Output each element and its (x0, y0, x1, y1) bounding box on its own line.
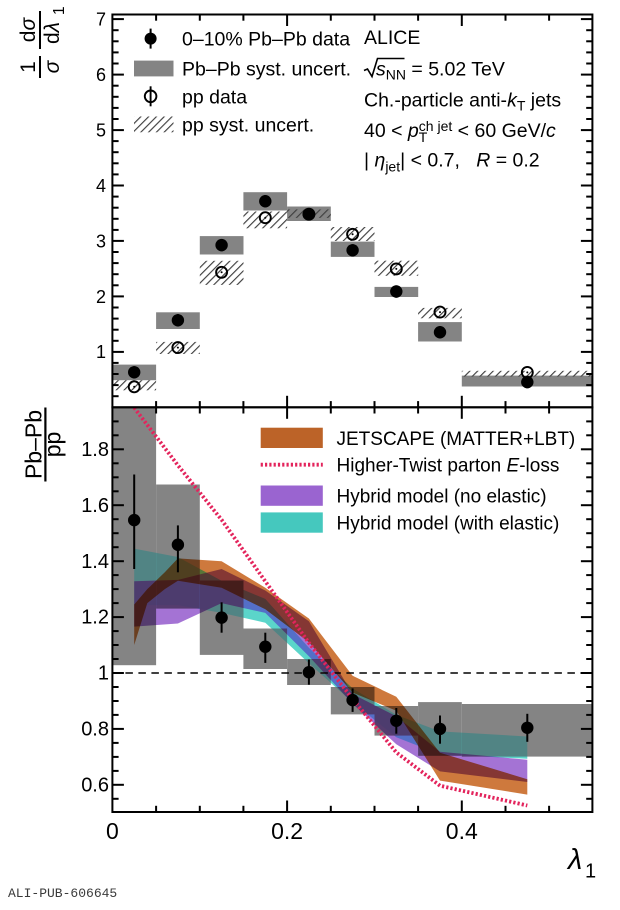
svg-text:0–10% Pb–Pb data: 0–10% Pb–Pb data (182, 29, 350, 51)
svg-text:5: 5 (96, 121, 106, 141)
svg-text:pp data: pp data (182, 86, 247, 108)
svg-text:Pb–Pb syst. uncert.: Pb–Pb syst. uncert. (182, 59, 351, 81)
svg-text:1.2: 1.2 (81, 607, 109, 629)
svg-text:σ: σ (41, 59, 64, 73)
svg-text:0.6: 0.6 (81, 774, 109, 796)
svg-text:3: 3 (96, 231, 106, 251)
svg-text:Ch.-particle anti-kT jets: Ch.-particle anti-kT jets (364, 90, 561, 114)
svg-text:4: 4 (96, 176, 106, 196)
svg-text:40 < pTch jet < 60 GeV/c: 40 < pTch jet < 60 GeV/c (364, 118, 556, 145)
svg-text:0.2: 0.2 (271, 818, 303, 844)
svg-text:Higher-Twist parton E-loss: Higher-Twist parton E-loss (337, 456, 560, 477)
svg-text:JETSCAPE (MATTER+LBT): JETSCAPE (MATTER+LBT) (337, 429, 576, 450)
svg-text:sNN = 5.02 TeV: sNN = 5.02 TeV (376, 59, 505, 83)
svg-text:Hybrid model (with elastic): Hybrid model (with elastic) (337, 514, 560, 535)
svg-text:1.8: 1.8 (81, 439, 109, 461)
svg-text:| ηjet| < 0.7, R = 0.2: | ηjet| < 0.7, R = 0.2 (364, 150, 540, 175)
svg-text:1.4: 1.4 (81, 551, 109, 573)
svg-text:Hybrid model (no elastic): Hybrid model (no elastic) (337, 487, 547, 508)
svg-text:0.4: 0.4 (446, 818, 478, 844)
svg-text:1: 1 (585, 861, 596, 883)
svg-text:2: 2 (96, 287, 106, 307)
svg-text:dσ: dσ (17, 16, 40, 42)
svg-text:ALICE: ALICE (364, 27, 420, 49)
svg-text:1.6: 1.6 (81, 495, 109, 517)
svg-text:7: 7 (96, 10, 106, 30)
svg-text:0.8: 0.8 (81, 719, 109, 741)
svg-text:0: 0 (106, 818, 119, 844)
svg-text:pp syst. uncert.: pp syst. uncert. (182, 114, 314, 136)
svg-text:ALI-PUB-606645: ALI-PUB-606645 (8, 886, 117, 901)
svg-text:Pb–Pb: Pb–Pb (20, 410, 46, 479)
svg-text:λ: λ (566, 844, 582, 876)
svg-text:pp: pp (39, 432, 65, 458)
svg-text:dλ: dλ (41, 22, 64, 44)
svg-text:1: 1 (17, 61, 40, 73)
svg-text:1: 1 (51, 6, 68, 15)
svg-text:1: 1 (96, 342, 106, 362)
svg-text:1: 1 (98, 663, 109, 685)
svg-text:6: 6 (96, 65, 106, 85)
